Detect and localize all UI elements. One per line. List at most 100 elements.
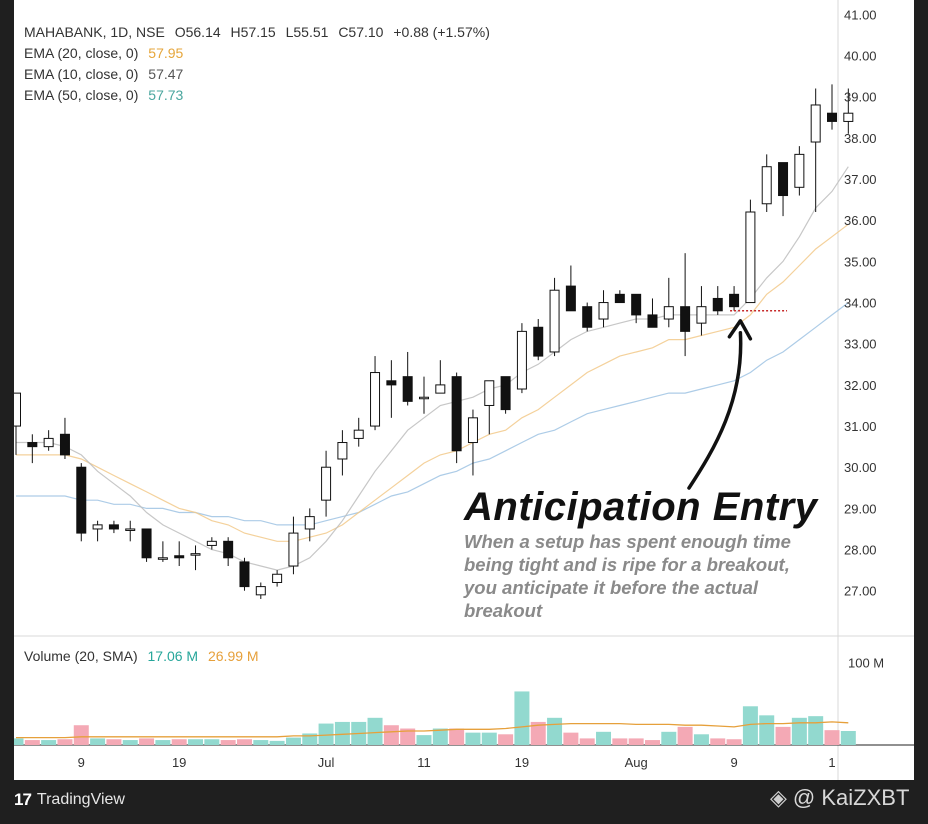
volume-bar	[547, 717, 563, 745]
volume-bar	[726, 739, 742, 745]
volume-bar	[791, 717, 807, 745]
volume-bar	[612, 738, 628, 745]
candle-body	[419, 396, 429, 400]
candle-body	[14, 392, 21, 427]
candle-body	[549, 289, 560, 353]
time-tick-label: Aug	[625, 755, 648, 770]
ema50-line	[16, 302, 849, 526]
candle-body	[500, 376, 511, 411]
candle-body	[386, 380, 397, 386]
price-tick-label: 32.00	[844, 378, 877, 393]
volume-bar	[400, 728, 416, 745]
volume-bar	[204, 739, 220, 745]
volume-bar	[742, 706, 758, 745]
volume-bar	[579, 738, 595, 745]
volume-bar	[498, 734, 514, 745]
candle-body	[435, 384, 446, 394]
arrow-shaft	[687, 331, 743, 490]
ohlc-close: C57.10	[338, 24, 384, 40]
candle-body	[712, 297, 723, 312]
price-chart[interactable]: 27.00 28.00 29.00 30.00 31.00 32.00 33.00 34.00…	[14, 0, 914, 780]
candle-body	[92, 524, 103, 530]
volume-bar	[90, 738, 106, 745]
tradingview-logo-icon: 17	[14, 790, 32, 809]
symbol-header: MAHABANK, 1D, NSE O56.14 H57.15 L55.51 C…	[24, 24, 496, 40]
candle-body	[239, 561, 250, 588]
candle-body	[745, 211, 756, 304]
volume-bar	[628, 738, 644, 745]
candle-body	[337, 442, 348, 460]
volume-bar	[432, 728, 448, 745]
time-axis[interactable]: 9 19 Jul 11 19 Aug 9 1	[78, 755, 836, 770]
price-tick-label: 37.00	[844, 172, 877, 187]
candle-body	[43, 437, 54, 448]
volume-bar	[840, 730, 856, 745]
ema50-path	[16, 302, 849, 526]
symbol-name[interactable]: MAHABANK, 1D, NSE	[24, 24, 165, 40]
volume-bar	[220, 740, 236, 745]
candle-body	[223, 540, 234, 559]
candle-body	[729, 293, 740, 308]
candle-body	[370, 372, 381, 427]
volume-bar	[824, 730, 840, 745]
price-tick-label: 35.00	[844, 254, 877, 269]
ema10-path	[16, 166, 849, 571]
volume-bar	[367, 717, 383, 745]
arrow-head	[727, 319, 753, 341]
price-tick-label: 38.00	[844, 131, 877, 146]
volume-bar	[661, 731, 677, 745]
ema-label: EMA (50, close, 0)	[24, 87, 139, 103]
candle-body	[402, 376, 413, 402]
price-axis[interactable]: 27.00 28.00 29.00 30.00 31.00 32.00 33.00 34.00…	[844, 7, 884, 670]
ema-value: 57.47	[148, 66, 184, 82]
ohlc-change: +0.88 (+1.57%)	[393, 24, 490, 40]
time-tick-label: 9	[730, 755, 737, 770]
price-tick-label: 31.00	[844, 419, 877, 434]
price-tick-label: 39.00	[844, 90, 877, 105]
candle-body	[663, 306, 674, 320]
candle-body	[484, 380, 495, 406]
volume-bar	[416, 735, 432, 745]
volume-bar	[171, 739, 187, 745]
time-tick-label: Jul	[318, 755, 335, 770]
time-tick-label: 9	[78, 755, 85, 770]
volume-bar	[253, 740, 269, 745]
volume-bar	[465, 732, 481, 745]
ema-legend-10[interactable]: EMA (10, close, 0) 57.47	[24, 66, 189, 82]
ema-legend-50[interactable]: EMA (50, close, 0) 57.73	[24, 87, 189, 103]
volume-sma-line	[16, 721, 849, 739]
candle-body	[206, 540, 217, 546]
volume-bar	[481, 732, 497, 745]
candle-body	[843, 112, 854, 122]
volume-bar	[188, 739, 204, 745]
chart-frame: 27.00 28.00 29.00 30.00 31.00 32.00 33.00 34.00…	[14, 0, 914, 780]
candle-body	[141, 528, 152, 559]
volume-bar	[106, 739, 122, 745]
candle-body	[174, 555, 185, 559]
volume-bar	[14, 738, 24, 745]
time-tick-label: 1	[828, 755, 835, 770]
volume-bar	[596, 731, 612, 745]
watermark: ◈ @ KaiZXBT	[770, 785, 909, 811]
volume-bar	[644, 740, 660, 745]
annotation-body: When a setup has spent enough time being…	[464, 531, 791, 621]
candle-body	[451, 376, 462, 452]
candle-body	[598, 302, 609, 320]
price-tick-label: 33.00	[844, 337, 877, 352]
volume-legend[interactable]: Volume (20, SMA) 17.06 M 26.99 M	[24, 648, 265, 664]
volume-bar	[808, 716, 824, 745]
candle-body	[321, 466, 332, 501]
price-tick-label: 34.00	[844, 296, 877, 311]
candle-body	[353, 429, 364, 439]
candle-body	[108, 524, 119, 530]
candles	[14, 84, 854, 599]
volume-bar	[73, 725, 89, 745]
binance-diamond-icon: ◈	[770, 785, 787, 810]
volume-bar	[57, 739, 73, 745]
tradingview-brand[interactable]: 17 TradingView	[14, 790, 125, 810]
ema-legend-20[interactable]: EMA (20, close, 0) 57.95	[24, 45, 189, 61]
candle-body	[157, 557, 168, 560]
price-tick-label: 41.00	[844, 7, 877, 22]
candle-body	[696, 306, 707, 324]
candle-body	[59, 433, 70, 456]
